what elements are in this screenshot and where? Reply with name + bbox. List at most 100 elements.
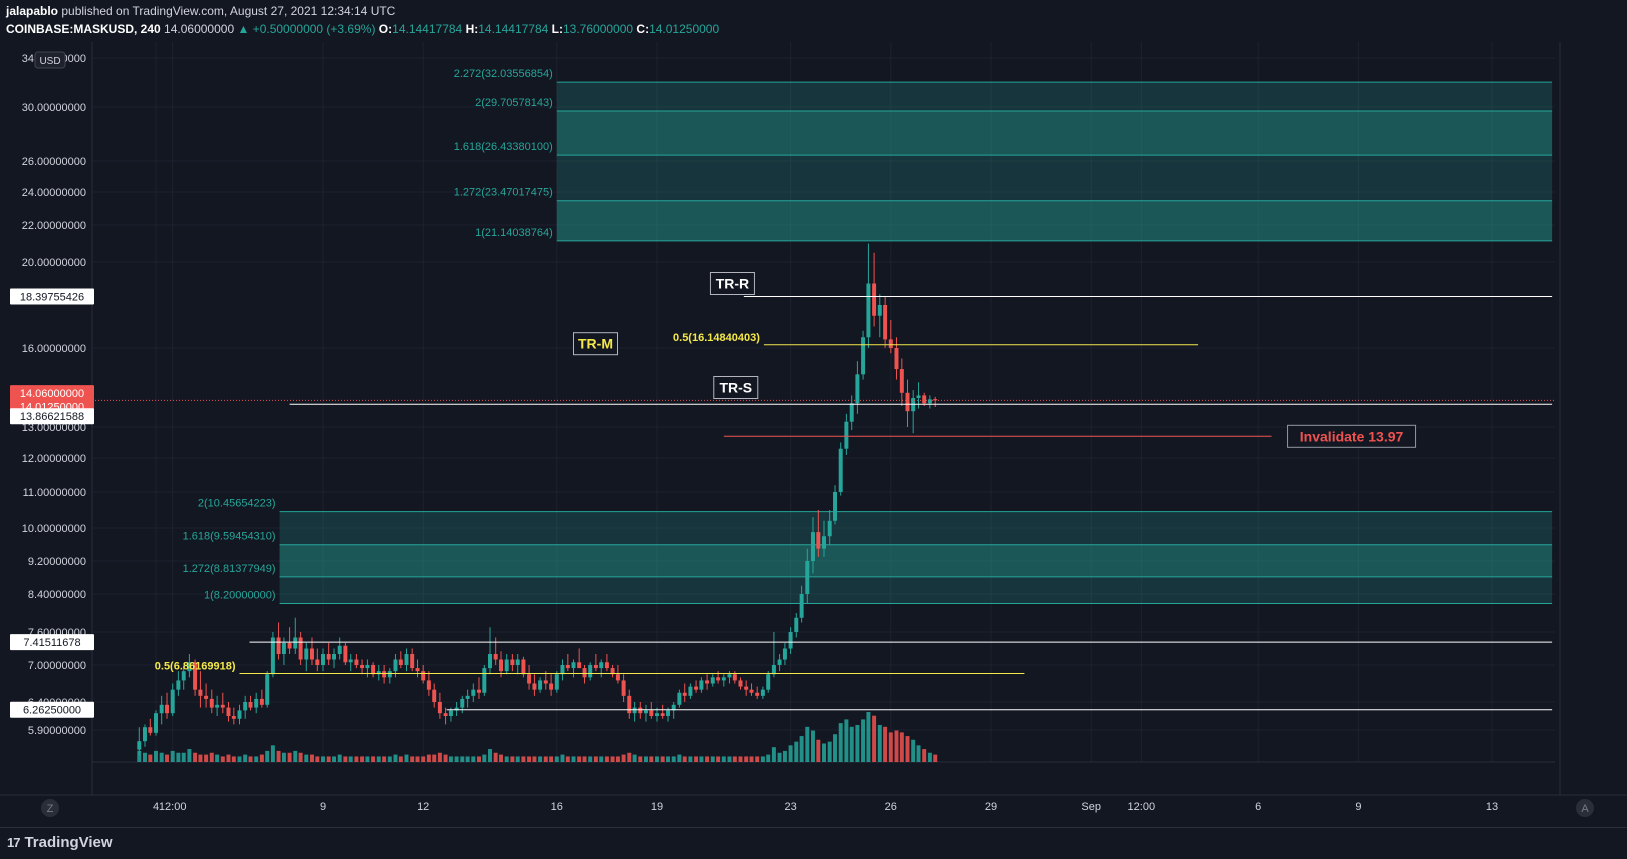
candle-body <box>527 674 532 684</box>
candle-body <box>554 674 559 690</box>
candle-body <box>766 674 771 690</box>
candle-body <box>204 695 209 699</box>
volume-bars <box>137 712 938 762</box>
volume-bar <box>348 756 353 762</box>
candle-body <box>448 710 453 716</box>
price-badge <box>10 385 94 402</box>
label-text-tr-m: TR-M <box>578 336 613 352</box>
volume-bar <box>387 756 392 762</box>
candle-body <box>816 532 821 549</box>
candle-body <box>499 659 504 672</box>
volume-bar <box>243 754 248 762</box>
volume-bar <box>443 754 448 762</box>
candle-body <box>154 713 158 733</box>
volume-bar <box>159 752 164 762</box>
low-value: 13.76000000 <box>562 22 634 36</box>
candle-body <box>560 665 565 675</box>
candle-body <box>304 648 309 660</box>
auto-scale-icon <box>1576 799 1594 817</box>
candle-body <box>588 665 593 678</box>
candle-body <box>833 492 838 521</box>
volume-bar <box>866 712 871 762</box>
candle-body <box>682 692 687 696</box>
fib-lower-level-label: 1.618(9.59454310) <box>183 531 276 543</box>
candle-body <box>838 448 843 492</box>
volume-bar <box>493 752 498 762</box>
candle-body <box>788 632 793 649</box>
candle-body <box>137 741 142 750</box>
close-label: C: <box>636 22 650 36</box>
volume-bar <box>615 756 620 762</box>
candle-body <box>794 617 799 632</box>
candle-body <box>655 713 659 716</box>
price-chart[interactable]: 2.272(32.03556854) 2(29.70578143) 1.618(26… <box>0 0 1627 827</box>
volume-bar <box>204 754 209 762</box>
volume-bar <box>849 726 854 762</box>
candle-body <box>660 713 665 716</box>
candle-body <box>666 710 671 716</box>
open-label: O: <box>378 22 393 36</box>
volume-bar <box>170 750 175 762</box>
volume-bar <box>499 754 504 762</box>
volume-bar <box>371 756 376 762</box>
candle-body <box>170 689 175 714</box>
volume-bar <box>877 724 882 762</box>
volume-bar <box>805 726 810 762</box>
volume-bar <box>410 756 415 762</box>
candle-body <box>348 659 353 663</box>
author-name[interactable]: jalapablo <box>6 4 59 18</box>
volume-bar <box>220 756 225 762</box>
invalidate-box <box>1287 424 1417 448</box>
candle-body <box>421 671 426 681</box>
candle-body <box>371 665 376 675</box>
volume-bar <box>771 747 776 762</box>
candle-body <box>298 637 303 660</box>
fib-lower-band <box>279 544 1553 577</box>
publish-text: published on TradingView.com, August 27,… <box>58 4 396 18</box>
volume-bar <box>855 724 860 762</box>
volume-bar <box>554 756 559 762</box>
volume-bar <box>716 756 721 762</box>
price-axis[interactable]: 34.0000000030.0000000026.0000000024.0000… <box>10 51 94 737</box>
volume-bar <box>465 756 470 762</box>
volume-bar <box>298 752 303 762</box>
price-tick-label: 11.00000000 <box>23 487 86 499</box>
volume-bar <box>488 749 492 762</box>
volume-bar <box>682 756 687 762</box>
volume-bar <box>610 756 615 762</box>
volume-bar <box>560 754 565 762</box>
candle-body <box>426 680 431 690</box>
price-badge <box>10 408 94 425</box>
candle-body <box>382 671 387 678</box>
volume-bar <box>838 723 843 762</box>
candle-body <box>504 659 509 672</box>
zoom-icon-label: Z <box>47 803 54 815</box>
symbol-name[interactable]: COINBASE:MASKUSD, 240 <box>6 22 161 36</box>
candle-body <box>165 704 170 714</box>
currency-button <box>34 51 66 69</box>
volume-bar <box>799 736 804 762</box>
price-tick-label: 20.00000000 <box>22 257 86 269</box>
time-axis[interactable]: 4 12:00 9 12 16 19 23 26 29 Sep 12:00 6 9 13Z A <box>41 799 1594 817</box>
volume-bar <box>270 745 275 762</box>
volume-bar <box>293 750 298 762</box>
volume-bar <box>415 756 420 762</box>
volume-bar <box>437 752 442 762</box>
footer-bar: 17 TradingView <box>0 827 1627 859</box>
candle-body <box>927 399 932 404</box>
candles <box>137 243 938 756</box>
fib-upper-level-label: 2(29.70578143) <box>475 97 553 109</box>
price-badge-label: 13.86621588 <box>20 411 84 423</box>
tradingview-logo[interactable]: 17 TradingView <box>7 834 113 851</box>
fib-upper-band <box>556 110 1553 156</box>
fib-upper-band <box>556 200 1553 241</box>
volume-bar <box>515 756 520 762</box>
candle-body <box>638 707 643 714</box>
label-text-tr-r: TR-R <box>716 276 749 292</box>
candle-body <box>488 654 492 669</box>
candle-body <box>805 561 810 594</box>
volume-bar <box>604 756 609 762</box>
candle-body <box>543 680 548 684</box>
candle-body <box>732 674 737 681</box>
candle-body <box>565 665 570 669</box>
